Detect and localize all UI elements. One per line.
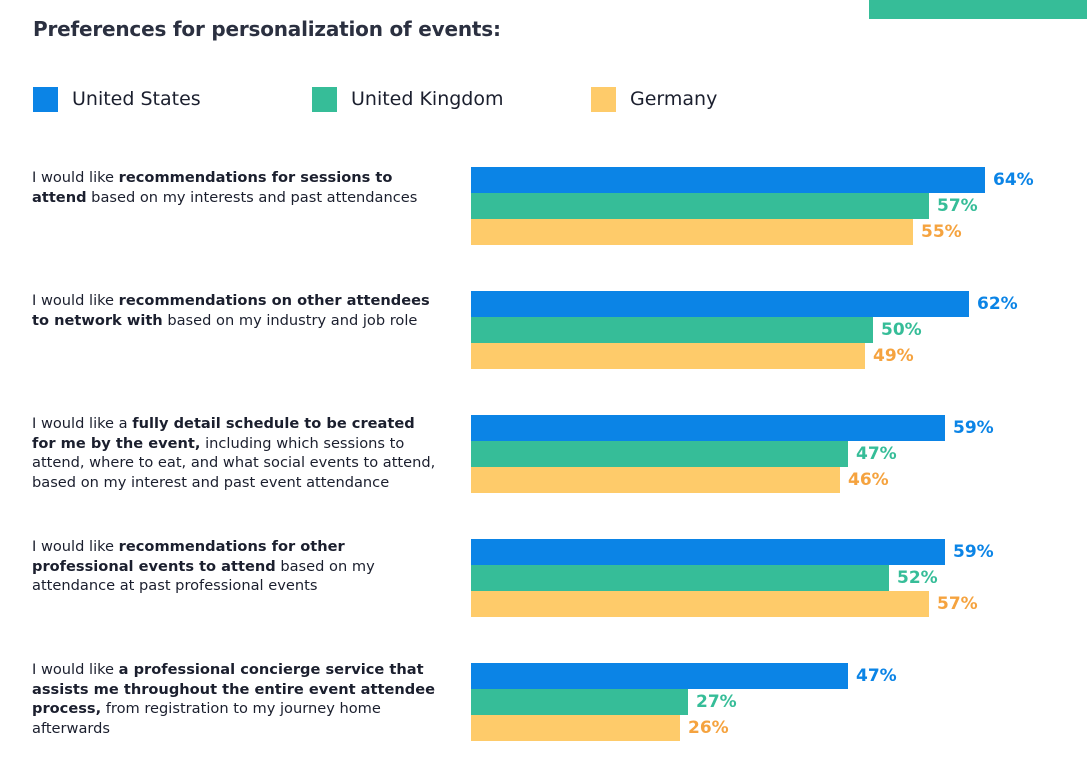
bar-us-5 [471, 663, 848, 689]
bar-de-5 [471, 715, 680, 741]
bar-label-uk-4: 52% [897, 568, 938, 588]
corner-accent-bar [869, 0, 1087, 19]
bar-de-1 [471, 219, 913, 245]
bar-label-us-3: 59% [953, 418, 994, 438]
question-4-segment-3: based on my attendance at past professio… [32, 557, 375, 595]
question-5-segment-2: a professional concierge service that as… [32, 661, 435, 717]
question-3-segment-3: including which sessions to attend, wher… [32, 434, 436, 491]
legend-item-us: United States [33, 86, 201, 112]
bar-uk-5 [471, 689, 688, 715]
legend-item-de: Germany [591, 86, 717, 112]
bar-label-us-5: 47% [856, 666, 897, 686]
question-1-segment-3: based on my interests and past attendanc… [86, 188, 418, 206]
question-5-segment-1: I would like [32, 661, 119, 678]
legend-label-de: Germany [630, 88, 718, 110]
bar-uk-3 [471, 441, 848, 467]
bar-label-de-3: 46% [848, 470, 889, 490]
bar-uk-4 [471, 565, 889, 591]
bar-label-uk-1: 57% [937, 196, 978, 216]
question-text-5: I would like a professional concierge se… [32, 660, 442, 738]
question-text-4: I would like recommendations for other p… [32, 537, 442, 596]
question-2-segment-2: recommendations on other attendees to ne… [32, 292, 430, 329]
question-1-segment-2: recommendations for sessions to attend [32, 169, 393, 206]
chart-title: Preferences for personalization of event… [33, 17, 501, 41]
bar-de-4 [471, 591, 929, 617]
question-4-segment-2: recommendations for other professional e… [32, 538, 345, 575]
bar-uk-2 [471, 317, 873, 343]
question-4-segment-1: I would like [32, 538, 119, 555]
legend-swatch-uk [312, 86, 337, 112]
legend-label-us: United States [72, 88, 201, 110]
bar-de-2 [471, 343, 865, 369]
bar-label-de-5: 26% [688, 718, 729, 738]
question-1-segment-1: I would like [32, 169, 119, 186]
legend-label-uk: United Kingdom [351, 88, 504, 110]
bar-uk-1 [471, 193, 929, 219]
bar-label-de-2: 49% [873, 346, 914, 366]
bar-us-4 [471, 539, 945, 565]
bar-label-us-1: 64% [993, 170, 1034, 190]
bar-label-us-2: 62% [977, 294, 1018, 314]
question-2-segment-3: based on my industry and job role [162, 311, 418, 329]
bar-de-3 [471, 467, 840, 493]
bar-us-3 [471, 415, 945, 441]
bar-us-2 [471, 291, 969, 317]
bar-label-us-4: 59% [953, 542, 994, 562]
bar-label-uk-2: 50% [881, 320, 922, 340]
question-text-1: I would like recommendations for session… [32, 168, 442, 207]
legend-swatch-de [591, 86, 616, 112]
bar-us-1 [471, 167, 985, 193]
legend-swatch-us [33, 86, 58, 112]
question-2-segment-1: I would like [32, 292, 119, 309]
bar-label-de-1: 55% [921, 222, 962, 242]
question-3-segment-1: I would like a [32, 415, 133, 432]
question-3-segment-2: fully detail schedule to be created for … [32, 415, 415, 452]
question-text-2: I would like recommendations on other at… [32, 291, 442, 330]
question-text-3: I would like a fully detail schedule to … [32, 414, 442, 492]
question-5-segment-3: from registration to my journey home aft… [32, 700, 381, 737]
bar-label-uk-5: 27% [696, 692, 737, 712]
bar-label-de-4: 57% [937, 594, 978, 614]
bar-label-uk-3: 47% [856, 444, 897, 464]
legend-item-uk: United Kingdom [312, 86, 504, 112]
